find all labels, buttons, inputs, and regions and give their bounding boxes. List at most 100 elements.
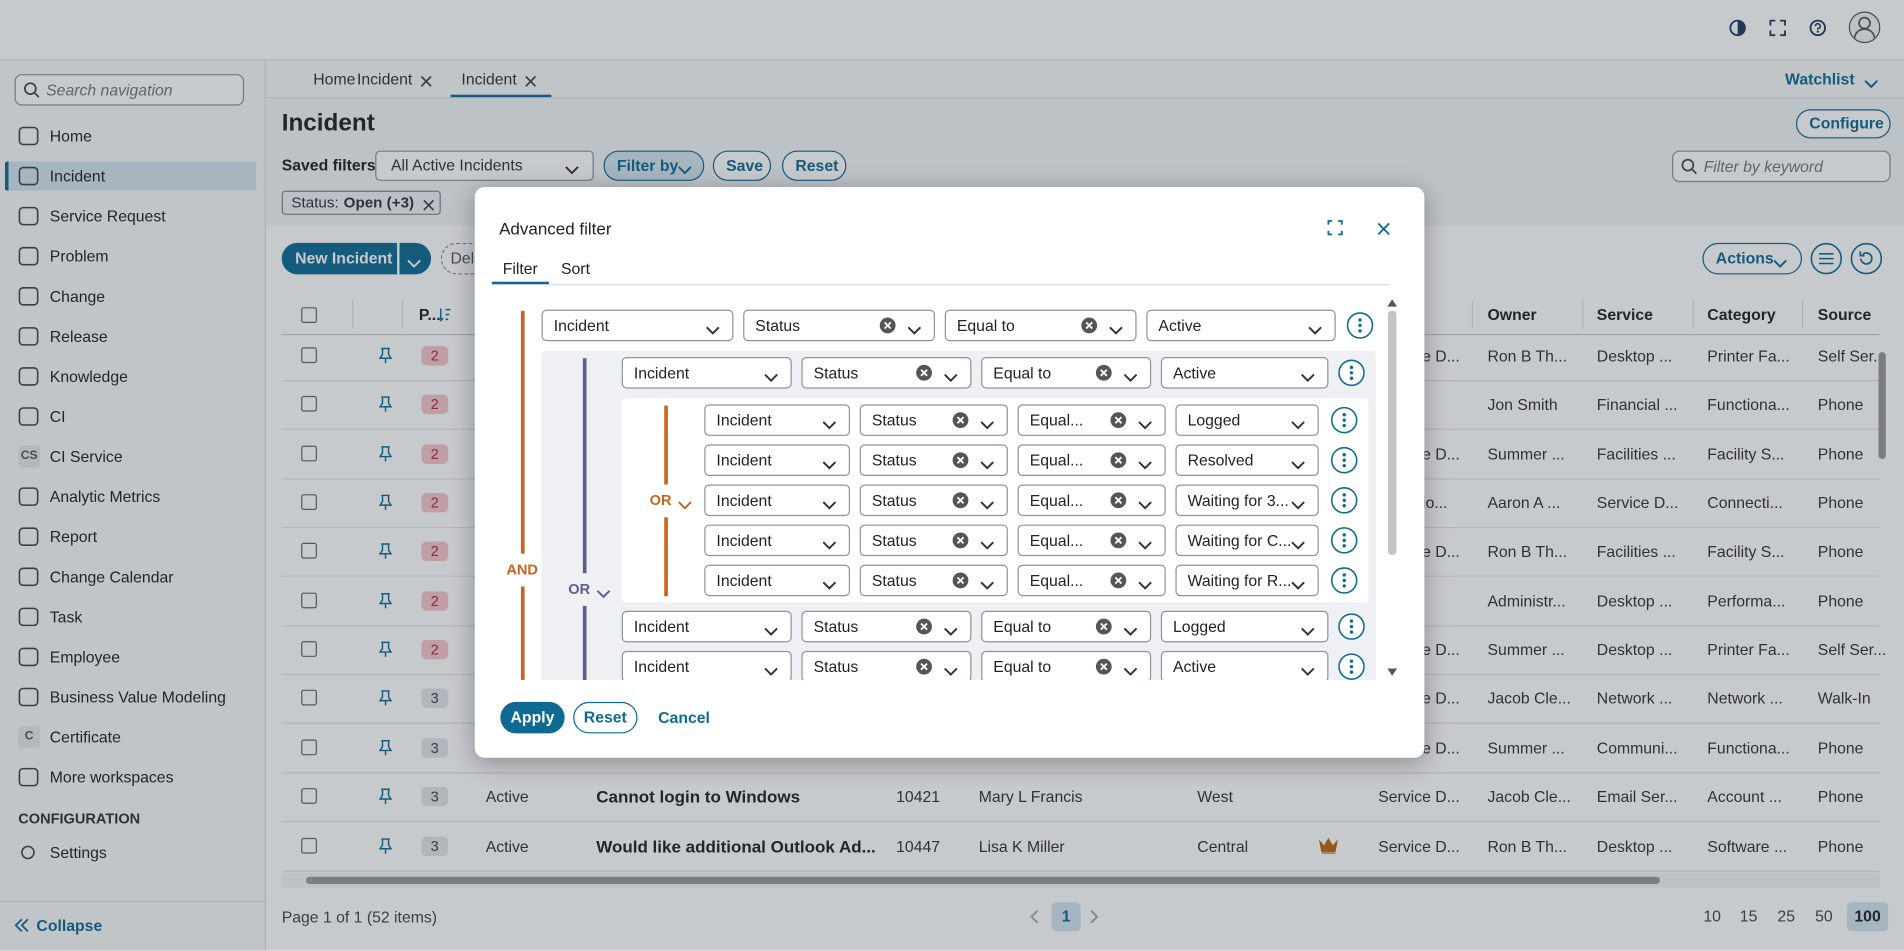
nav-item[interactable]: Task — [49, 607, 83, 626]
pin-icon[interactable] — [378, 543, 393, 560]
select[interactable] — [1160, 650, 1329, 681]
pin-icon[interactable] — [378, 494, 393, 511]
select[interactable] — [859, 404, 1008, 436]
select[interactable] — [1017, 484, 1166, 517]
new-incident-button[interactable]: New Incident — [281, 242, 398, 275]
apply-button[interactable]: Apply — [500, 701, 565, 734]
more-button[interactable] — [1330, 567, 1358, 594]
checkbox[interactable] — [301, 837, 317, 854]
checkbox[interactable] — [301, 347, 317, 364]
nav-item[interactable]: Business Value Modeling — [49, 687, 226, 707]
pin-icon[interactable] — [378, 347, 393, 364]
nav-item[interactable]: More workspaces — [49, 768, 174, 787]
select[interactable] — [1175, 564, 1319, 597]
nav-item[interactable]: Problem — [49, 247, 109, 266]
nav-item[interactable]: Certificate — [49, 727, 121, 747]
checkbox[interactable] — [301, 396, 317, 413]
checkbox[interactable] — [301, 543, 317, 560]
nav-item[interactable]: Analytic Metrics — [49, 487, 161, 506]
page-size[interactable]: 25 — [1777, 907, 1796, 926]
pin-icon[interactable] — [378, 396, 393, 413]
checkbox[interactable] — [301, 445, 317, 462]
pin-icon[interactable] — [378, 739, 393, 756]
checkbox[interactable] — [301, 494, 317, 511]
select[interactable] — [704, 564, 851, 597]
select[interactable] — [1146, 309, 1336, 342]
select[interactable] — [801, 610, 972, 643]
actions-button[interactable]: Actions — [1702, 242, 1803, 275]
select[interactable] — [801, 650, 972, 681]
nav-item[interactable]: CI — [49, 407, 66, 426]
page-size[interactable]: 100 — [1846, 902, 1889, 932]
more-button[interactable] — [1330, 406, 1358, 434]
select[interactable] — [743, 309, 936, 342]
nav-item[interactable]: Employee — [49, 647, 120, 667]
watchlist[interactable]: Watchlist — [1785, 69, 1855, 89]
configure-button[interactable]: Configure — [1795, 109, 1891, 139]
tab[interactable]: Incident — [357, 69, 413, 89]
more-button[interactable] — [1338, 613, 1365, 640]
select[interactable] — [944, 309, 1137, 342]
select[interactable] — [981, 610, 1152, 643]
pin-icon[interactable] — [378, 445, 393, 462]
select[interactable] — [1160, 357, 1329, 389]
more-button[interactable] — [1330, 527, 1358, 554]
expand-icon[interactable] — [1327, 220, 1343, 236]
select[interactable] — [981, 650, 1152, 681]
pin-icon[interactable] — [378, 690, 393, 707]
keyword-box[interactable] — [1672, 150, 1891, 183]
nav-item[interactable]: Release — [49, 327, 108, 346]
select[interactable] — [1017, 524, 1166, 557]
select[interactable] — [1175, 404, 1319, 436]
pin-icon[interactable] — [378, 592, 393, 609]
pin-icon[interactable] — [378, 788, 393, 805]
checkbox[interactable] — [301, 641, 317, 658]
modal-tab[interactable]: Filter — [502, 259, 538, 278]
filter-chip[interactable] — [281, 190, 441, 215]
select[interactable] — [859, 524, 1008, 557]
checkbox[interactable] — [301, 592, 317, 609]
save-button[interactable]: Save — [712, 150, 772, 181]
select[interactable] — [1017, 444, 1166, 477]
select[interactable] — [541, 309, 734, 342]
more-button[interactable] — [1330, 486, 1358, 514]
nav-item[interactable]: Settings — [49, 843, 107, 862]
nav-item[interactable]: Change — [49, 287, 106, 306]
checkbox[interactable] — [301, 788, 317, 805]
help-icon[interactable] — [1809, 19, 1826, 37]
select[interactable] — [859, 564, 1008, 597]
new-incident-menu[interactable] — [399, 242, 432, 275]
avatar[interactable] — [1848, 11, 1881, 44]
nav-item[interactable]: Service Request — [49, 207, 166, 226]
checkbox[interactable] — [301, 690, 317, 707]
select[interactable] — [621, 650, 792, 681]
select[interactable] — [704, 404, 851, 436]
nav-item[interactable]: Report — [49, 527, 98, 546]
filter-by-button[interactable]: Filter by — [603, 150, 705, 181]
tab[interactable]: Home — [313, 69, 356, 89]
select[interactable] — [621, 610, 792, 643]
select[interactable] — [1017, 404, 1166, 436]
group-operator[interactable]: OR — [568, 580, 591, 598]
select[interactable] — [1175, 444, 1319, 477]
select[interactable] — [1175, 524, 1319, 557]
more-button[interactable] — [1338, 653, 1365, 680]
column-header[interactable]: Service — [1596, 305, 1653, 324]
group-operator[interactable]: OR — [649, 491, 672, 509]
cancel-button[interactable]: Cancel — [658, 708, 710, 727]
tab[interactable]: Incident — [461, 69, 517, 89]
select[interactable] — [621, 357, 792, 389]
current-page[interactable]: 1 — [1051, 902, 1081, 932]
select[interactable] — [801, 357, 972, 389]
more-button[interactable] — [1330, 446, 1358, 474]
select[interactable] — [704, 524, 851, 557]
select[interactable] — [704, 444, 851, 477]
modal-reset-button[interactable]: Reset — [573, 701, 638, 734]
pin-icon[interactable] — [378, 641, 393, 658]
nav-item[interactable]: Incident — [49, 166, 106, 186]
select[interactable] — [981, 357, 1152, 389]
collapse[interactable]: Collapse — [36, 916, 103, 935]
select[interactable] — [859, 444, 1008, 477]
fullscreen-icon[interactable] — [1769, 19, 1786, 37]
reset-button[interactable]: Reset — [782, 150, 847, 181]
